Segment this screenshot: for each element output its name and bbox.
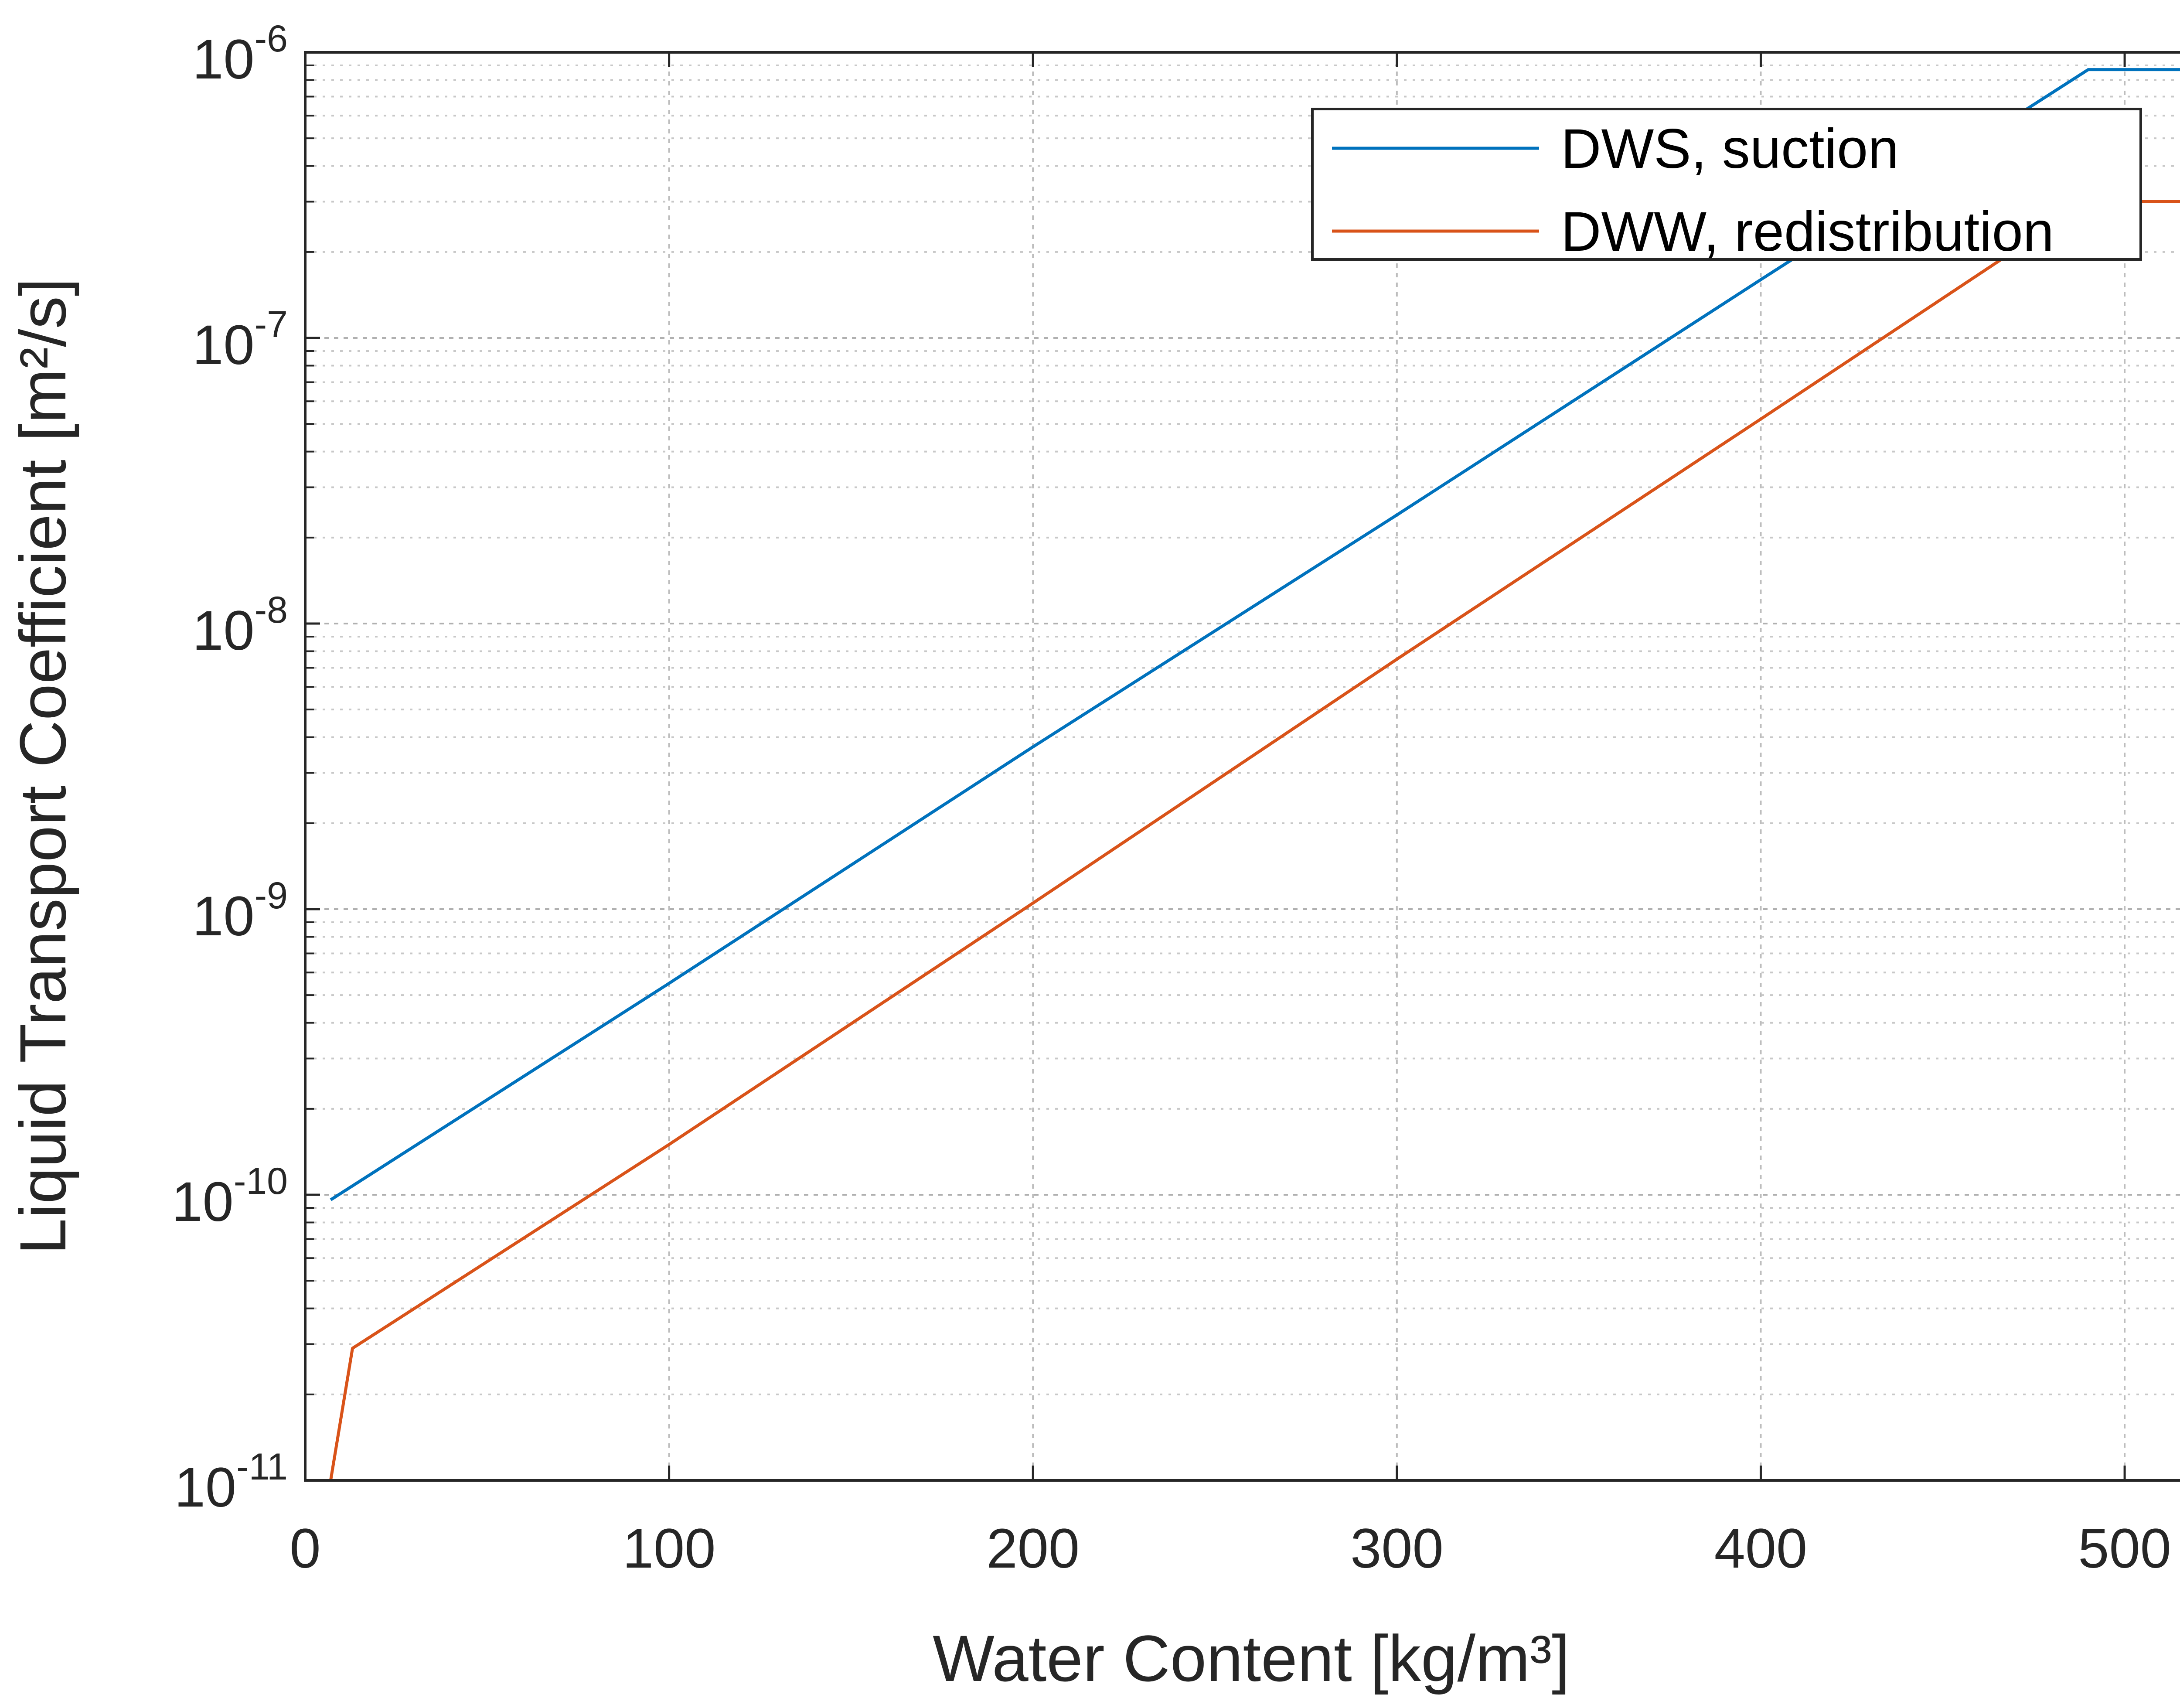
y-tick-label: 10-8 bbox=[192, 589, 288, 662]
axis-ticks: 0 100 200 300 400 500 10-11 10-10 10-9 10-8 10-7 10… bbox=[171, 18, 2171, 1580]
legend-label-dww-redistribution: DWW, redistribution bbox=[1561, 201, 2054, 263]
series-line-0 bbox=[330, 68, 2180, 1201]
axes-box bbox=[304, 51, 2180, 1482]
x-tick-label: 400 bbox=[1714, 1517, 1808, 1580]
y-tick-label: 10-9 bbox=[192, 875, 288, 948]
legend-box bbox=[1311, 108, 2142, 261]
y-tick-label: 10-6 bbox=[192, 18, 288, 91]
x-tick-label: 200 bbox=[986, 1517, 1080, 1580]
y-tick-label: 10-11 bbox=[174, 1446, 288, 1519]
x-tick-label: 300 bbox=[1350, 1517, 1444, 1580]
y-tick-label: 10-10 bbox=[171, 1160, 288, 1233]
y-tick-label: 10-7 bbox=[192, 303, 288, 376]
plot-area bbox=[305, 52, 2180, 1480]
x-axis-label: Water Content [kg/m³] bbox=[933, 1622, 1570, 1695]
grid bbox=[305, 52, 2180, 1480]
legend: DWS, suction DWW, redistribution bbox=[1311, 108, 2142, 263]
y-axis-label: Liquid Transport Coefficient [m²/s] bbox=[6, 278, 79, 1255]
x-tick-label: 0 bbox=[290, 1517, 320, 1580]
x-tick-label: 100 bbox=[623, 1517, 716, 1580]
x-tick-label: 500 bbox=[2078, 1517, 2171, 1580]
legend-label-dws-suction: DWS, suction bbox=[1561, 118, 1899, 180]
